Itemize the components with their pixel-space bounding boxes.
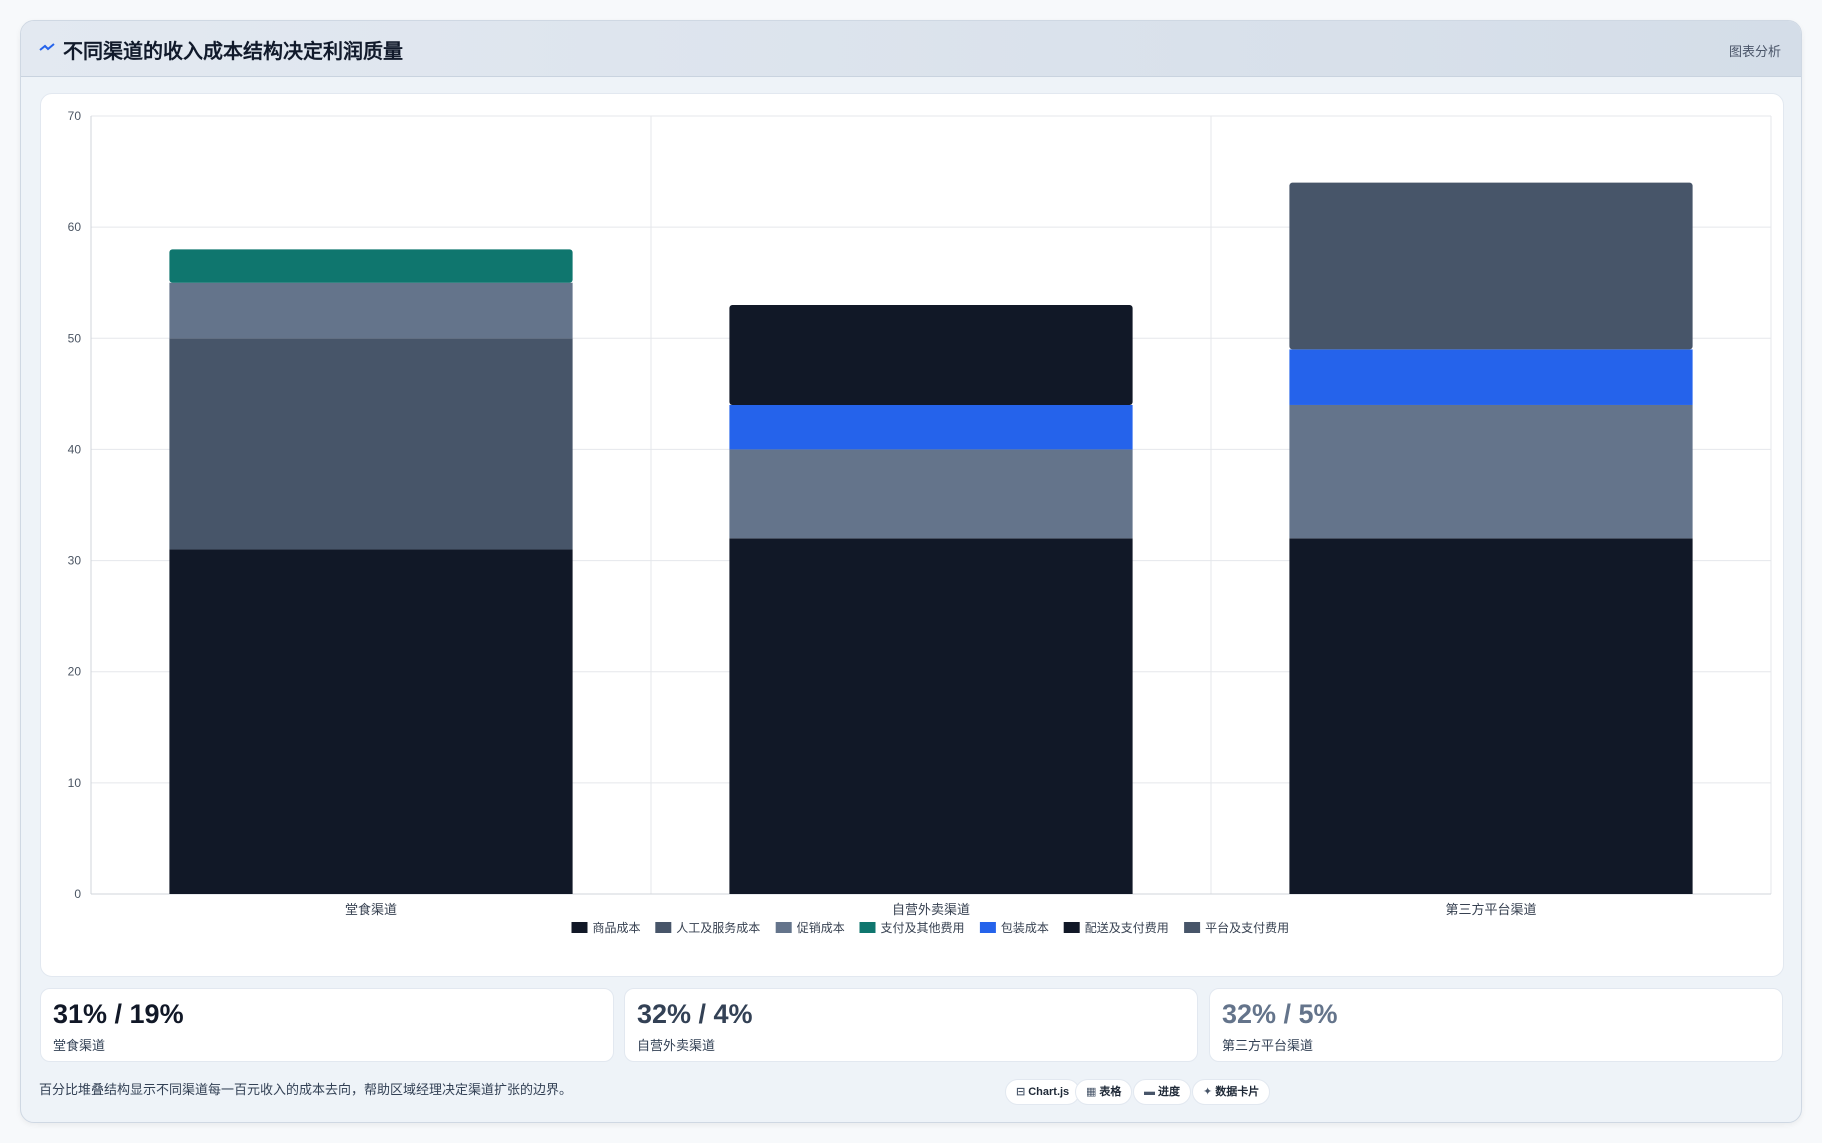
bar-segment [169,549,573,894]
tag-label: Chart.js [1028,1086,1070,1098]
panel-header: 不同渠道的收入成本结构决定利润质量 图表分析 [21,21,1801,77]
x-tick-label: 第三方平台渠道 [1445,902,1536,917]
tag-label: 进度 [1158,1086,1180,1098]
chart-card: 0 10 20 30 40 50 60 70 堂食渠道 自营外卖渠道 第三方平台渠道商品成本 人工及服… [40,93,1784,977]
y-tick-label: 10 [68,776,82,790]
tag-label: 数据卡片 [1215,1086,1260,1098]
legend-label: 配送及支付费用 [1085,920,1169,935]
trend-line-icon [39,43,55,51]
bar-segment [169,338,573,550]
stat-card-third-party: 32% / 5% 第三方平台渠道 [1209,988,1783,1062]
chart-footnote: 百分比堆叠结构显示不同渠道每一百元收入的成本去向，帮助区域经理决定渠道扩张的边界… [39,1082,573,1097]
y-tick-label: 60 [68,220,82,234]
chart-panel: 不同渠道的收入成本结构决定利润质量 图表分析 0 10 20 30 40 50 60 70 堂食… [20,20,1802,1123]
x-tick-label: 堂食渠道 [345,902,397,917]
legend-swatch [979,922,996,933]
legend-swatch [1063,922,1080,933]
legend-swatch [859,922,876,933]
tag-progress[interactable]: ▬ 进度 [1133,1079,1191,1105]
sparkle-icon: ✦ [1203,1086,1213,1098]
y-tick-label: 30 [68,554,82,568]
legend-swatch [571,922,588,933]
legend-label: 促销成本 [797,921,845,935]
bar-segment [169,282,573,339]
legend-swatch [655,922,672,933]
bar-segment [169,249,573,283]
x-tick-label: 自营外卖渠道 [892,902,970,917]
bar-segment [1289,182,1693,350]
bar-segment [1289,538,1693,894]
stat-value: 32% / 5% [1222,999,1338,1029]
table-icon: ▦ [1086,1086,1097,1098]
tag-table[interactable]: ▦ 表格 [1075,1079,1133,1105]
bar-segment [729,538,1133,894]
legend-label: 商品成本 [593,920,641,935]
chart-analysis-link[interactable]: 图表分析 [1728,44,1781,59]
legend-label: 包装成本 [1001,921,1049,935]
legend-label: 平台及支付费用 [1205,920,1289,935]
legend-label: 人工及服务成本 [676,920,760,935]
stat-value: 32% / 4% [637,999,753,1029]
stat-value: 31% / 19% [53,999,184,1029]
y-tick-label: 50 [68,331,82,345]
progress-icon: ▬ [1144,1086,1155,1098]
bar-segment [729,449,1133,539]
tag-chartjs[interactable]: ⊟ Chart.js [1005,1079,1081,1105]
stat-label: 堂食渠道 [53,1038,106,1053]
y-tick-label: 70 [68,109,82,123]
legend-swatch [775,922,792,933]
stat-card-own-delivery: 32% / 4% 自营外卖渠道 [624,988,1198,1062]
stat-label: 自营外卖渠道 [637,1038,716,1053]
stat-card-dine-in: 31% / 19% 堂食渠道 [40,988,614,1062]
stat-label: 第三方平台渠道 [1222,1038,1314,1053]
page-title: 不同渠道的收入成本结构决定利润质量 [63,41,403,63]
tag-data-card[interactable]: ✦ 数据卡片 [1192,1079,1271,1105]
legend-swatch [1184,922,1201,933]
bar-segment [1289,404,1693,539]
bar-segment [729,304,1133,405]
y-tick-label: 40 [68,442,82,456]
bar-segment [729,404,1133,450]
y-tick-label: 20 [68,665,82,679]
y-tick-label: 0 [74,887,81,901]
bar-segment [1289,349,1693,405]
tag-label: 表格 [1099,1086,1122,1098]
legend-label: 支付及其他费用 [881,921,965,935]
chart-icon: ⊟ [1016,1086,1026,1098]
